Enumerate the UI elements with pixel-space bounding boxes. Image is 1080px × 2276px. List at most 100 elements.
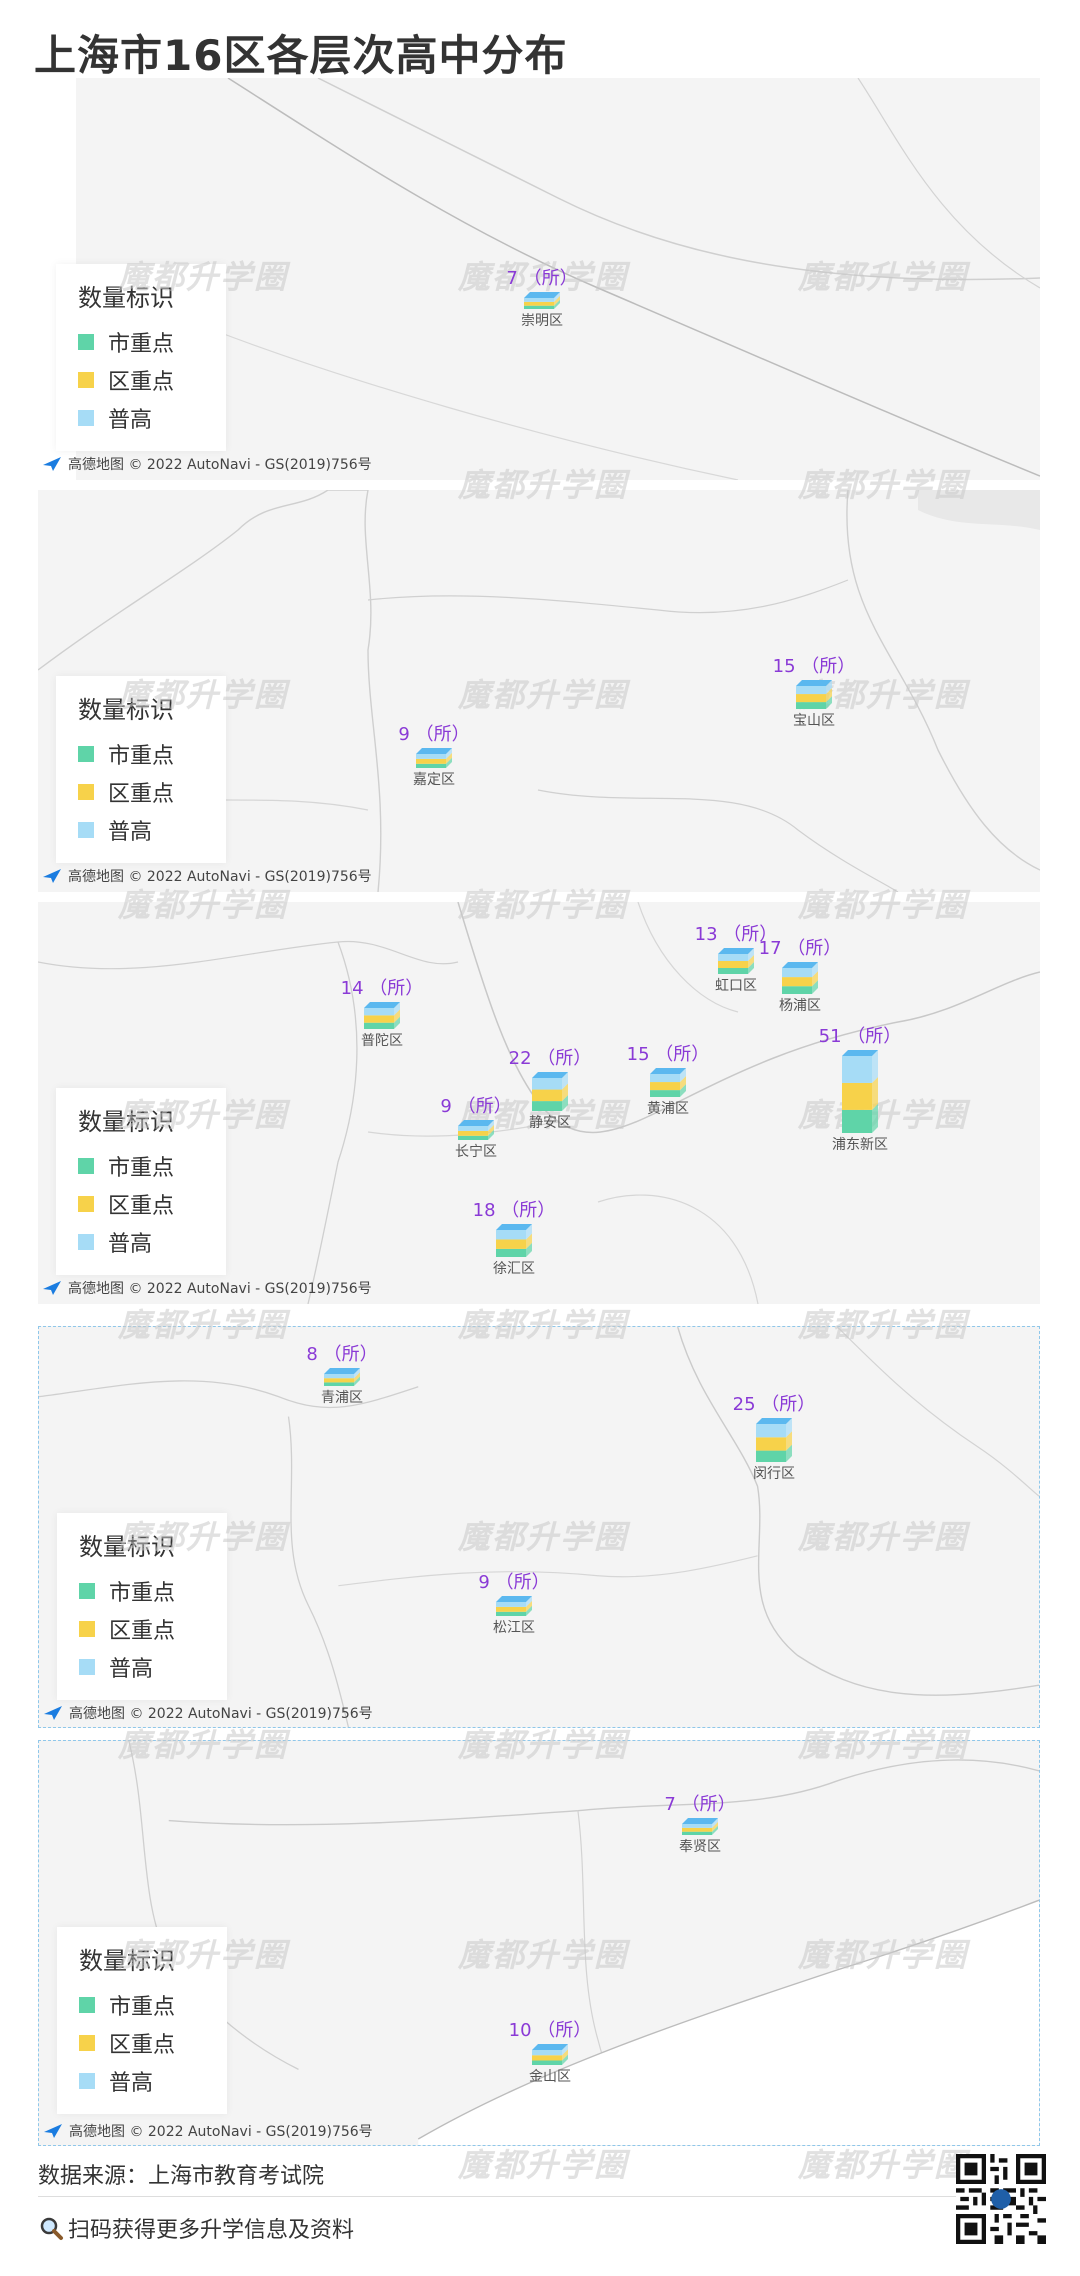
bar-segment bbox=[324, 1378, 354, 1383]
map-copyright: 高德地图 © 2022 AutoNavi - GS(2019)756号 bbox=[42, 866, 372, 886]
page-title: 上海市16区各层次高中分布 bbox=[34, 31, 568, 80]
district-count: 9 （所） bbox=[440, 1096, 512, 1117]
legend-label: 普高 bbox=[108, 408, 153, 433]
map-copyright: 高德地图 © 2022 AutoNavi - GS(2019)756号 bbox=[42, 1278, 372, 1298]
map-background bbox=[76, 78, 1040, 480]
legend: 数量标识 市重点 区重点 普高 bbox=[57, 1927, 227, 2114]
district-marker-fengxian: 7 （所） 奉贤区 bbox=[630, 1790, 770, 1856]
bar-top bbox=[496, 1596, 532, 1602]
map-copyright-text: © 2022 AutoNavi - GS(2019)756号 bbox=[128, 457, 372, 473]
bar-segment-side bbox=[526, 1605, 532, 1616]
bar-segment bbox=[532, 1078, 562, 1090]
district-marker-putuo: 14 （所） 普陀区 bbox=[312, 974, 452, 1050]
legend-label: 市重点 bbox=[108, 1156, 175, 1181]
bar-segment bbox=[496, 1230, 526, 1240]
bar-top bbox=[364, 1002, 400, 1008]
bar-top bbox=[458, 1120, 494, 1126]
amap-logo-icon bbox=[44, 1706, 62, 1720]
legend-label: 普高 bbox=[108, 1232, 153, 1257]
bar-top bbox=[718, 948, 754, 954]
bar-segment-side bbox=[562, 2049, 568, 2061]
legend-item-district-key: 区重点 bbox=[78, 773, 204, 811]
district-count: 22 （所） bbox=[508, 1048, 592, 1069]
bar-segment bbox=[650, 1082, 680, 1091]
bar-segment-side bbox=[872, 1050, 878, 1083]
district-count: 7 （所） bbox=[506, 268, 578, 289]
district-count: 25 （所） bbox=[732, 1394, 816, 1415]
bar-segment bbox=[842, 1109, 872, 1133]
bar-segment-side bbox=[680, 1068, 686, 1083]
bar-segment-side bbox=[872, 1103, 878, 1133]
bar-segment bbox=[796, 686, 826, 695]
district-bar bbox=[364, 1002, 400, 1029]
district-name: 浦东新区 bbox=[832, 1137, 888, 1153]
legend-label: 区重点 bbox=[108, 782, 175, 807]
legend-item-district-key: 区重点 bbox=[78, 1185, 204, 1223]
bar-segment-side bbox=[786, 1444, 792, 1462]
bar-segment bbox=[796, 702, 826, 709]
bar-segment bbox=[782, 968, 812, 978]
map-brand: 高德地图 bbox=[69, 1706, 125, 1722]
legend-label: 市重点 bbox=[108, 332, 175, 357]
bar-segment bbox=[650, 1090, 680, 1097]
legend-title: 数量标识 bbox=[79, 1533, 175, 1561]
district-marker-pudong: 51 （所） 浦东新区 bbox=[790, 1022, 930, 1154]
legend: 数量标识 市重点 区重点 普高 bbox=[56, 264, 226, 451]
bar-segment-side bbox=[786, 1418, 792, 1438]
legend: 数量标识 市重点 区重点 普高 bbox=[56, 676, 226, 863]
scan-prompt: 扫码获得更多升学信息及资料 bbox=[38, 2212, 354, 2244]
bar-segment-side bbox=[680, 1084, 686, 1097]
bar-segment-side bbox=[488, 1120, 494, 1131]
bar-segment-side bbox=[786, 1431, 792, 1451]
district-bar bbox=[324, 1368, 360, 1386]
legend-label: 市重点 bbox=[109, 1581, 176, 1606]
district-bar bbox=[496, 1596, 532, 1616]
bar-segment bbox=[718, 954, 748, 961]
map-brand: 高德地图 bbox=[68, 1281, 124, 1297]
legend-item-city-key: 市重点 bbox=[79, 1572, 205, 1610]
legend-item-city-key: 市重点 bbox=[78, 323, 204, 361]
bar-segment bbox=[532, 2050, 562, 2056]
bar-segment bbox=[458, 1126, 488, 1131]
district-bar bbox=[796, 680, 832, 709]
bar-segment-side bbox=[488, 1124, 494, 1136]
bar-segment bbox=[682, 1824, 712, 1828]
map-copyright-text: © 2022 AutoNavi - GS(2019)756号 bbox=[129, 2124, 373, 2140]
district-count: 51 （所） bbox=[818, 1026, 902, 1047]
bar-segment-side bbox=[354, 1376, 360, 1386]
district-count: 7 （所） bbox=[664, 1794, 736, 1815]
district-marker-hongkou: 13 （所） 虹口区 bbox=[666, 920, 806, 995]
bar-segment bbox=[496, 1239, 526, 1249]
magnifier-icon bbox=[40, 2217, 63, 2240]
district-count: 18 （所） bbox=[472, 1200, 556, 1221]
district-name: 杨浦区 bbox=[779, 998, 821, 1014]
legend-title: 数量标识 bbox=[78, 1108, 174, 1136]
legend-title: 数量标识 bbox=[79, 1947, 175, 1975]
bar-segment bbox=[416, 754, 446, 759]
bar-segment-side bbox=[680, 1076, 686, 1091]
bar-segment bbox=[718, 961, 748, 968]
legend-item-city-key: 市重点 bbox=[78, 1147, 204, 1185]
district-marker-jiading: 9 （所） 嘉定区 bbox=[364, 720, 504, 789]
watermark: 魔都升学圈 bbox=[458, 676, 629, 714]
watermark: 魔都升学圈 bbox=[798, 258, 969, 296]
watermark: 魔都升学圈 bbox=[118, 886, 289, 924]
legend-item-district-key: 区重点 bbox=[79, 1610, 205, 1648]
watermark: 魔都升学圈 bbox=[458, 886, 629, 924]
district-name: 金山区 bbox=[529, 2069, 571, 2085]
district-bar bbox=[532, 1072, 568, 1111]
qr-code-icon[interactable] bbox=[956, 2154, 1046, 2244]
legend-item-city-key: 市重点 bbox=[79, 1986, 205, 2024]
watermark: 魔都升学圈 bbox=[118, 1936, 289, 1974]
bar-segment-side bbox=[488, 1129, 494, 1140]
map-copyright-text: © 2022 AutoNavi - GS(2019)756号 bbox=[129, 1706, 373, 1722]
legend-item-regular: 普高 bbox=[79, 1648, 205, 1686]
bar-top bbox=[532, 2044, 568, 2050]
district-bar bbox=[782, 962, 818, 994]
legend: 数量标识 市重点 区重点 普高 bbox=[57, 1513, 227, 1700]
bar-segment-side bbox=[446, 757, 452, 768]
watermark: 魔都升学圈 bbox=[458, 2146, 629, 2184]
district-marker-minhang: 25 （所） 闵行区 bbox=[704, 1390, 844, 1483]
district-marker-jingan: 22 （所） 静安区 bbox=[480, 1044, 620, 1132]
bar-segment bbox=[650, 1074, 680, 1083]
